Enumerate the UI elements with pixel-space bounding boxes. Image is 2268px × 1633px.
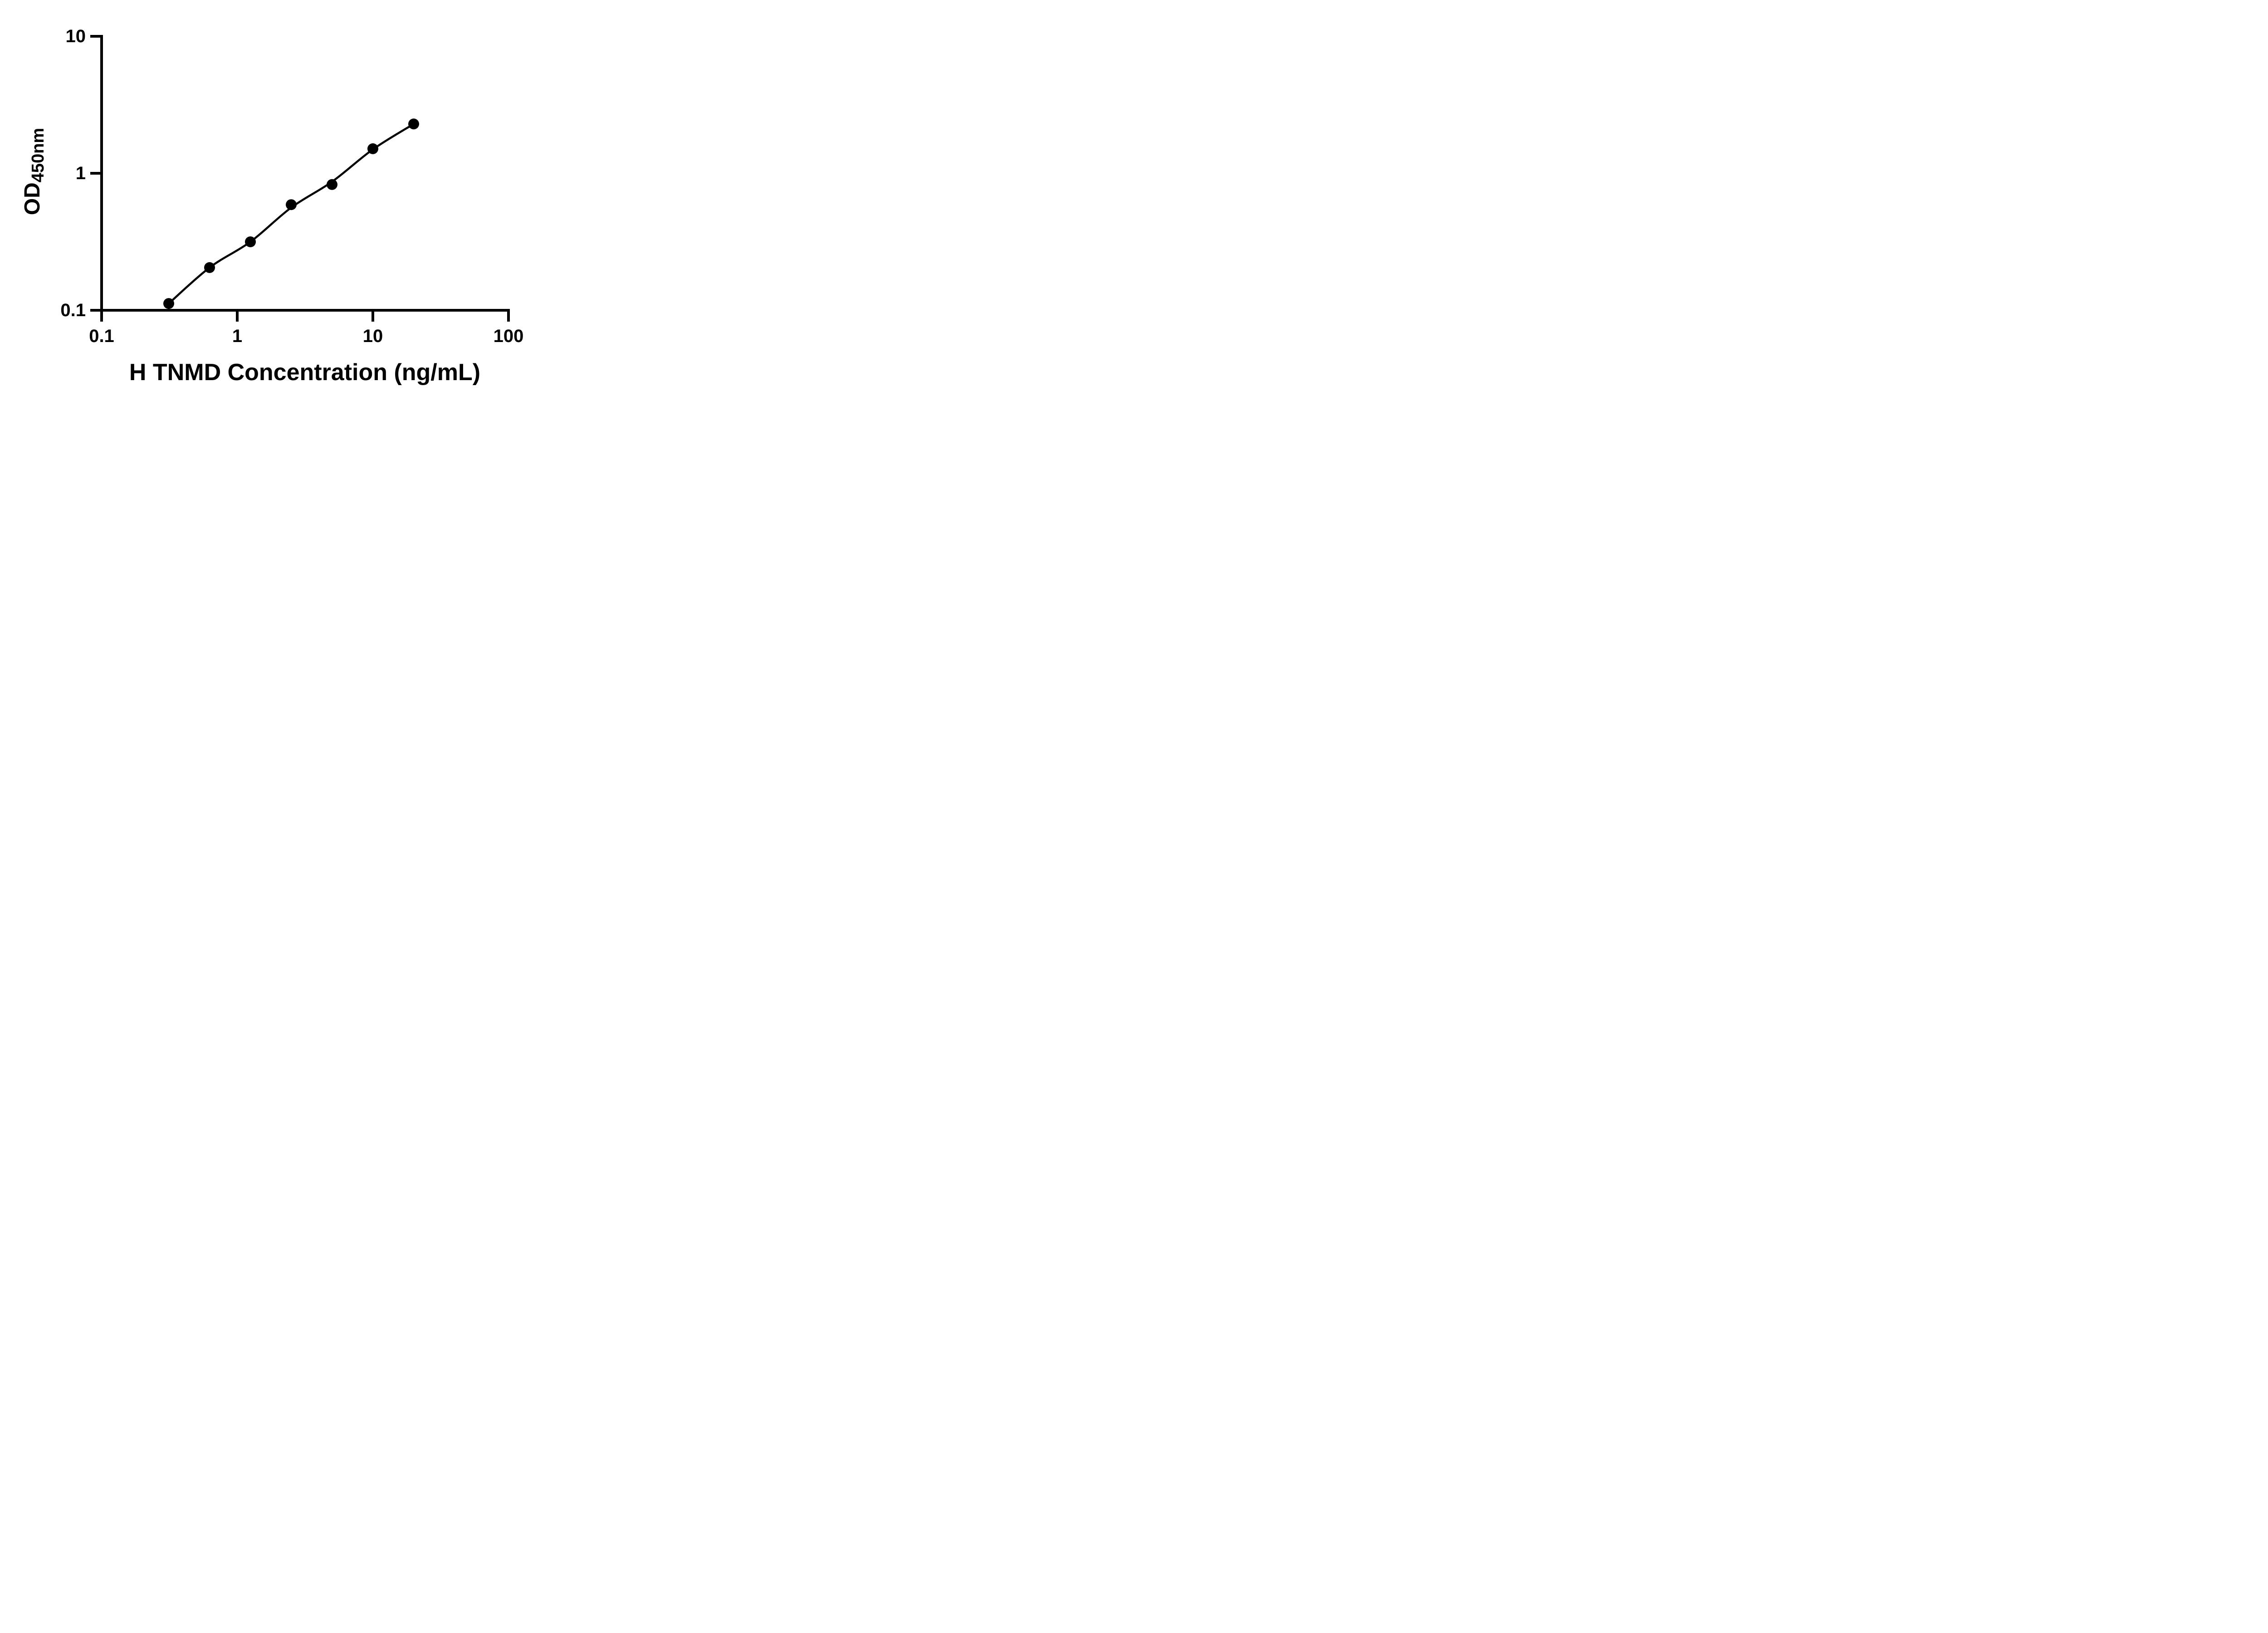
data-point (163, 298, 174, 309)
x-axis-title: H TNMD Concentration (ng/mL) (129, 359, 481, 386)
data-point (327, 179, 337, 190)
y-tick-label: 10 (65, 26, 86, 46)
y-axis (90, 35, 103, 322)
x-tick-label: 1 (232, 326, 243, 346)
y-axis-title-subscript: 450nm (29, 127, 48, 183)
data-point (204, 262, 215, 273)
data-point (408, 118, 419, 130)
elisa-standard-curve-figure: 0.1 1 10 0.1 1 10 100 OD450nm H TNMD Concentr… (0, 0, 572, 408)
plot-area (90, 35, 510, 322)
x-tick-label: 0.1 (89, 326, 114, 346)
x-tick-label: 100 (493, 326, 524, 346)
y-axis-title-main: OD (20, 182, 44, 215)
data-point (367, 143, 378, 154)
y-axis-title: OD450nm (20, 128, 48, 215)
data-point (245, 236, 256, 248)
data-point (286, 199, 297, 210)
y-tick-label: 1 (75, 163, 86, 183)
y-tick-label: 0.1 (60, 300, 86, 320)
x-axis (90, 309, 510, 322)
x-tick-label: 10 (362, 326, 383, 346)
